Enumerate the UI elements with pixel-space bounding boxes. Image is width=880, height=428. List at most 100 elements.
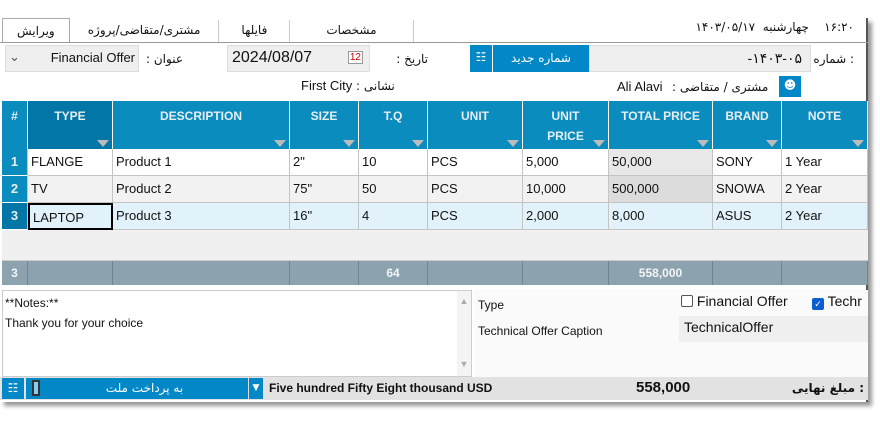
cell-type[interactable]: LAPTOP: [28, 203, 113, 230]
cell-size[interactable]: 16": [290, 203, 359, 230]
time: ۱۶:۲۰: [824, 20, 854, 34]
calendar-icon[interactable]: 12: [347, 51, 363, 64]
date: ۱۴۰۳/۰۵/۱۷: [695, 20, 756, 34]
settings-icon[interactable]: ☷: [2, 378, 24, 399]
filter-icon[interactable]: [507, 140, 519, 147]
date-field[interactable]: 2024/08/07 12: [227, 45, 370, 72]
column-title: UNIT: [461, 109, 489, 123]
column-title: TOTAL PRICE: [621, 109, 700, 123]
column-header-type[interactable]: TYPE: [28, 101, 113, 149]
cell-size[interactable]: 2": [290, 149, 359, 176]
footer-count: 3: [2, 261, 28, 285]
cell-unit[interactable]: PCS: [428, 149, 523, 176]
checkbox-unchecked-icon: [681, 295, 693, 307]
footer-tq-sum: 64: [359, 261, 428, 285]
column-title: #: [11, 109, 18, 123]
row-number: 3: [2, 203, 28, 230]
amount-in-words: Five hundred Fifty Eight thousand USD: [269, 381, 493, 395]
table-row[interactable]: 1 FLANGE Product 1 2" 10 PCS 5,000 50,000 SONY 1 …: [2, 149, 868, 176]
cell-size[interactable]: 75": [290, 176, 359, 203]
tab-bar: ویرایش مشتری/متقاضی/پروژه فایلها مشخصات: [2, 18, 414, 42]
bank-icon: [32, 380, 40, 396]
cell-total-price[interactable]: 8,000: [609, 203, 713, 230]
filter-icon[interactable]: [412, 140, 424, 147]
grid-empty-area: [2, 230, 868, 261]
tab-edit[interactable]: ویرایش: [2, 18, 70, 42]
checkbox-checked-icon: ✓: [812, 298, 824, 310]
customer-value: Ali Alavi: [617, 79, 663, 94]
payment-value: به پرداخت ملت: [105, 381, 184, 395]
column-header-unit-price[interactable]: UNIT PRICE: [523, 101, 609, 149]
column-title: NOTE: [807, 109, 842, 123]
filter-icon[interactable]: [697, 140, 709, 147]
filter-icon[interactable]: [593, 140, 605, 147]
cell-unit[interactable]: PCS: [428, 176, 523, 203]
cell-tq[interactable]: 50: [359, 176, 428, 203]
cell-unit-price[interactable]: 5,000: [523, 149, 609, 176]
filter-icon[interactable]: [97, 140, 109, 147]
cell-total-price[interactable]: 500,000: [609, 176, 713, 203]
column-title: T.Q: [383, 109, 403, 123]
title-value: Financial Offer: [50, 50, 135, 65]
technical-offer-label: Techr: [827, 293, 862, 309]
payment-select[interactable]: به پرداخت ملت ▼: [26, 378, 263, 399]
column-title: BRAND: [725, 109, 769, 123]
cell-brand[interactable]: ASUS: [713, 203, 782, 230]
title-select[interactable]: ⌄ Financial Offer: [5, 45, 139, 72]
date-value: 2024/08/07: [232, 49, 313, 66]
cell-tq[interactable]: 4: [359, 203, 428, 230]
filter-icon[interactable]: [274, 140, 286, 147]
table-row[interactable]: 2 TV Product 2 75" 50 PCS 10,000 500,000 SNOWA 2 …: [2, 176, 868, 203]
column-header-brand[interactable]: BRAND: [713, 101, 782, 149]
notes-line: Thank you for your choice: [5, 316, 144, 330]
cell-unit[interactable]: PCS: [428, 203, 523, 230]
cell-brand[interactable]: SONY: [713, 149, 782, 176]
cell-total-price[interactable]: 50,000: [609, 149, 713, 176]
column-title: DESCRIPTION: [159, 109, 242, 123]
cell-note[interactable]: 1 Year: [782, 149, 868, 176]
column-header-size[interactable]: SIZE: [290, 101, 359, 149]
financial-offer-label: Financial Offer: [696, 293, 788, 309]
cell-type[interactable]: FLANGE: [28, 149, 113, 176]
column-header-total-price[interactable]: TOTAL PRICE: [609, 101, 713, 149]
cell-description[interactable]: Product 3: [113, 203, 290, 230]
filter-icon[interactable]: [343, 140, 355, 147]
filter-icon[interactable]: [766, 140, 778, 147]
table-row[interactable]: 3 LAPTOP Product 3 16" 4 PCS 2,000 8,000 ASUS 2 Y…: [2, 203, 868, 230]
date-label: تاریخ :: [396, 52, 428, 66]
column-header-unit[interactable]: UNIT: [428, 101, 523, 149]
caption-field[interactable]: TechnicalOffer: [679, 316, 868, 342]
new-number-button[interactable]: شماره جدید: [493, 45, 589, 72]
tab-specs[interactable]: مشخصات: [290, 20, 414, 42]
grid-footer: 3 64 558,000: [2, 261, 868, 285]
column-header-index[interactable]: #: [2, 101, 28, 149]
customer-icon[interactable]: ☻: [779, 76, 801, 97]
column-header-description[interactable]: DESCRIPTION: [113, 101, 290, 149]
notes-scrollbar[interactable]: ▲ ▼: [457, 291, 471, 376]
cell-brand[interactable]: SNOWA: [713, 176, 782, 203]
notes-textarea[interactable]: **Notes:** Thank you for your choice ▲ ▼: [2, 290, 472, 377]
address-label: نشانی :: [356, 79, 395, 93]
cell-tq[interactable]: 10: [359, 149, 428, 176]
financial-offer-checkbox[interactable]: Financial Offer: [681, 293, 788, 309]
grid-header: # TYPE DESCRIPTION SIZE T.Q UNIT UNIT PRICE TOT…: [2, 101, 868, 149]
cell-unit-price[interactable]: 2,000: [523, 203, 609, 230]
dropdown-arrow-icon: ▼: [248, 378, 263, 399]
filter-icon[interactable]: [852, 140, 864, 147]
tab-files[interactable]: فایلها: [219, 20, 291, 42]
cell-type[interactable]: TV: [28, 176, 113, 203]
cell-description[interactable]: Product 1: [113, 149, 290, 176]
column-header-tq[interactable]: T.Q: [359, 101, 428, 149]
chevron-down-icon: ⌄: [9, 49, 20, 64]
tab-customer[interactable]: مشتری/متقاضی/پروژه: [70, 20, 220, 42]
number-field[interactable]: -۱۴۰۳-۰۵: [589, 45, 811, 72]
cell-unit-price[interactable]: 10,000: [523, 176, 609, 203]
weekday: چهارشنبه: [762, 20, 809, 34]
cell-description[interactable]: Product 2: [113, 176, 290, 203]
clock: ۱۶:۲۰ چهارشنبه ۱۴۰۳/۰۵/۱۷: [695, 20, 854, 34]
column-header-note[interactable]: NOTE: [782, 101, 868, 149]
cell-note[interactable]: 2 Year: [782, 203, 868, 230]
technical-offer-checkbox[interactable]: ✓ Techr: [812, 293, 862, 310]
settings-icon[interactable]: ☷: [470, 45, 492, 72]
cell-note[interactable]: 2 Year: [782, 176, 868, 203]
